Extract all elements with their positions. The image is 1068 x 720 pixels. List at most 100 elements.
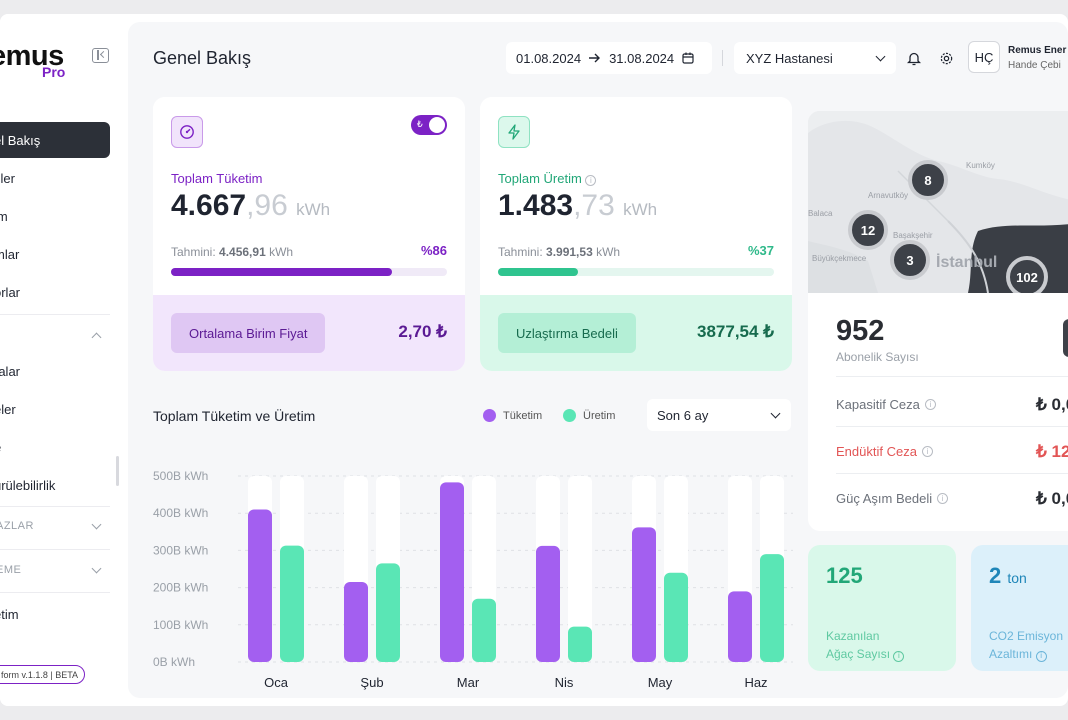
stats-divider [836, 426, 1068, 427]
sidebar-item-3[interactable]: im [0, 198, 110, 234]
sidebar-divider [0, 592, 110, 593]
map-label: Arnavutköy [868, 191, 909, 200]
production-value: 1.483,73 kWh [498, 189, 657, 223]
sidebar-item-label: eler [0, 401, 16, 417]
calendar-icon [682, 52, 694, 64]
co2-label: CO2 Emisyon Azaltımı i [989, 627, 1068, 663]
currency-toggle[interactable]: ₺ [411, 115, 447, 135]
map-cluster-marker[interactable]: 8 [908, 160, 948, 200]
date-end: 31.08.2024 [609, 50, 675, 66]
trees-label-line: Kazanılan [826, 629, 880, 643]
chevron-down-icon [875, 51, 886, 61]
y-tick-label: 500B kWh [153, 469, 208, 483]
production-label-text: Toplam Üretim [498, 171, 582, 186]
info-icon[interactable]: i [1035, 650, 1047, 662]
main-content: Genel Bakış 01.08.2024 31.08.2024 XYZ Ha… [128, 22, 1068, 698]
avatar[interactable]: HÇ [968, 41, 1000, 73]
info-icon[interactable]: i [893, 650, 905, 662]
unit-price-button[interactable]: Ortalama Birim Fiyat [171, 313, 326, 353]
logo-pro: Pro [42, 64, 66, 80]
sidebar-scrollbar[interactable] [116, 456, 119, 486]
arrow-right-icon [589, 53, 601, 63]
production-value-int: 1.483 [498, 189, 574, 222]
production-bar [568, 626, 592, 662]
sidebar-group-devices[interactable]: AZLAR [0, 519, 102, 532]
settings-button[interactable] [936, 48, 956, 68]
legend-consumption: Tüketim [483, 409, 542, 422]
settlement-fee-button[interactable]: Uzlaştırma Bedeli [498, 313, 636, 353]
sidebar-group-label: AZLAR [0, 520, 34, 532]
info-icon[interactable]: i [924, 399, 936, 410]
date-range-picker[interactable]: 01.08.2024 31.08.2024 [506, 42, 712, 74]
sidebar-group-toggle[interactable] [0, 330, 102, 343]
co2-number: 2 [989, 563, 1002, 588]
hospital-select[interactable]: XYZ Hastanesi [734, 42, 896, 74]
legend-label: Üretim [583, 409, 616, 422]
co2-label-text: Azaltımı [989, 647, 1033, 661]
stat-row-capacitive: Kapasitif Ceza i ₺ 0,0 [836, 395, 1068, 414]
consumption-bar [440, 482, 464, 662]
user-company: Remus Ener [1008, 45, 1067, 56]
production-bar [280, 545, 304, 662]
notification-button[interactable] [904, 48, 924, 68]
production-label: Toplam Üretim i [498, 171, 597, 186]
sidebar-subitem-2[interactable]: eler [0, 391, 110, 427]
legend-dot [563, 409, 576, 422]
production-estimate: Tahmini: 3.991,53 kWh [498, 245, 620, 259]
period-select[interactable]: Son 6 ay [647, 399, 791, 431]
y-tick-label: 0B kWh [153, 655, 195, 669]
consumption-bar [536, 545, 560, 662]
map[interactable]: Kumköy Arnavutköy Başakşehir Büyükçekmec… [808, 111, 1068, 293]
consumption-value-int: 4.667 [171, 189, 247, 222]
map-cluster-marker[interactable]: 12 [848, 210, 888, 250]
production-progress-fill [498, 268, 579, 276]
info-icon[interactable]: i [585, 175, 597, 186]
stat-label: Endüktif Ceza [836, 444, 917, 459]
y-tick-label: 300B kWh [153, 543, 208, 557]
info-icon[interactable]: i [921, 446, 933, 457]
consumption-value-dec: ,96 [246, 189, 288, 222]
sidebar-subitem-4[interactable]: ürülebilirlik [0, 467, 110, 503]
map-cluster-marker[interactable]: 3 [890, 240, 930, 280]
sidebar-divider [0, 314, 110, 315]
chart-title: Toplam Tüketim ve Üretim [153, 408, 316, 424]
map-label: Kumköy [966, 161, 995, 170]
map-cluster-marker[interactable]: 102 [1006, 256, 1048, 293]
legend-production: Üretim [563, 409, 615, 422]
production-card: Toplam Üretim i 1.483,73 kWh Tahmini: 3.… [480, 97, 792, 371]
info-icon[interactable]: i [937, 493, 949, 504]
stat-value: ₺ 0,0 [1036, 488, 1068, 508]
header-divider [722, 50, 723, 66]
production-card-top: Toplam Üretim i 1.483,73 kWh Tahmini: 3.… [480, 97, 792, 295]
sidebar-item-overview[interactable]: el Bakış [0, 122, 110, 158]
trees-value: 125 [826, 563, 863, 588]
gauge-icon [171, 116, 203, 148]
sidebar-item-5[interactable]: orlar [0, 274, 110, 310]
sidebar-item-management[interactable]: etim [0, 596, 110, 632]
consumption-percent: %86 [420, 243, 447, 258]
sidebar-item-label: ürülebilirlik [0, 477, 56, 493]
sidebar-group-payment[interactable]: EME [0, 563, 102, 576]
bar-background [568, 476, 592, 662]
sidebar-item-2[interactable]: sler [0, 160, 110, 196]
stats-panel: 952 Abonelik Sayısı Kapasitif Ceza i ₺ 0… [808, 293, 1068, 531]
sidebar-collapse-icon[interactable] [92, 48, 109, 63]
production-card-bottom: Uzlaştırma Bedeli 3877,54 ₺ [480, 295, 792, 371]
subscriptions-button[interactable] [1063, 319, 1068, 357]
settlement-fee-value: 3877,54 ₺ [697, 322, 774, 341]
production-bar [472, 598, 496, 662]
period-select-value: Son 6 ay [657, 407, 709, 423]
legend-label: Tüketim [503, 409, 543, 422]
production-unit: kWh [623, 200, 658, 219]
trees-label-text: Ağaç Sayısı [826, 647, 891, 661]
unit-price-value: 2,70 ₺ [398, 322, 447, 341]
consumption-bar [728, 591, 752, 662]
sidebar-divider [0, 549, 110, 550]
production-bar [376, 563, 400, 662]
sidebar-subitem-3[interactable]: e [0, 429, 110, 465]
chevron-down-icon [91, 563, 102, 573]
